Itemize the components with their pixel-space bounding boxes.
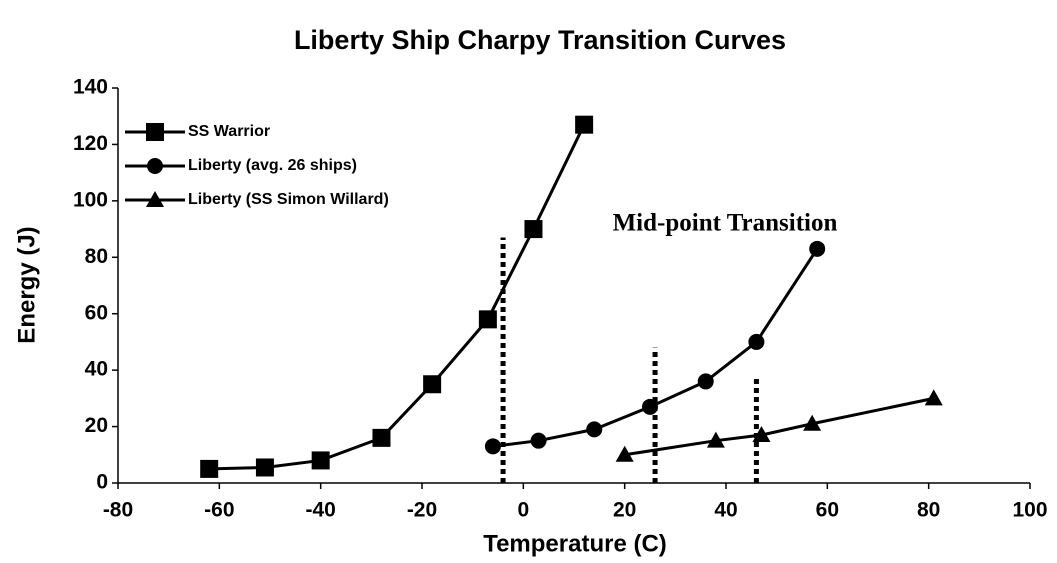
point bbox=[484, 438, 501, 455]
point bbox=[311, 451, 330, 470]
point bbox=[586, 421, 603, 438]
point bbox=[423, 375, 442, 394]
point bbox=[530, 432, 547, 449]
x-tick-label: -40 bbox=[305, 499, 335, 522]
point bbox=[200, 459, 219, 478]
x-tick-label: -80 bbox=[103, 499, 133, 522]
x-axis-label: Temperature (C) bbox=[483, 530, 667, 557]
point bbox=[575, 115, 594, 134]
point bbox=[803, 414, 822, 431]
y-axis-label: Energy (J) bbox=[13, 226, 40, 343]
point bbox=[706, 431, 725, 448]
y-tick-label: 100 bbox=[73, 188, 108, 211]
point bbox=[752, 426, 771, 443]
y-tick-label: 0 bbox=[96, 471, 108, 494]
point bbox=[478, 310, 497, 329]
legend-marker bbox=[146, 191, 164, 207]
point bbox=[748, 333, 765, 350]
y-tick-label: 40 bbox=[85, 358, 108, 381]
point bbox=[642, 398, 658, 415]
point bbox=[697, 373, 714, 390]
x-tick-label: 60 bbox=[816, 499, 839, 522]
x-tick-label: 20 bbox=[613, 499, 636, 522]
x-tick-label: 0 bbox=[517, 499, 529, 522]
legend-label: SS Warrior bbox=[188, 123, 270, 140]
y-tick-label: 60 bbox=[85, 301, 108, 324]
annotation: Mid-point Transition bbox=[613, 210, 838, 237]
series-line bbox=[624, 396, 935, 457]
point bbox=[809, 240, 826, 257]
y-tick-label: 80 bbox=[85, 245, 108, 268]
legend-label: Liberty (avg. 26 ships) bbox=[188, 157, 357, 174]
point bbox=[615, 445, 634, 462]
series-line bbox=[209, 124, 586, 471]
x-tick-label: -60 bbox=[204, 499, 234, 522]
x-tick-label: 100 bbox=[1012, 499, 1047, 522]
point bbox=[524, 220, 543, 239]
x-tick-label: 40 bbox=[714, 499, 737, 522]
y-tick-label: 20 bbox=[85, 414, 108, 437]
legend-label: Liberty (SS Simon Willard) bbox=[188, 191, 389, 208]
point bbox=[372, 428, 391, 447]
chart-title: Liberty Ship Charpy Transition Curves bbox=[294, 25, 786, 55]
y-tick-label: 120 bbox=[73, 132, 108, 155]
x-tick-label: 80 bbox=[917, 499, 940, 522]
legend-marker bbox=[147, 158, 163, 174]
legend-marker bbox=[146, 123, 164, 141]
point bbox=[924, 389, 943, 406]
point bbox=[255, 458, 274, 477]
y-tick-label: 140 bbox=[73, 76, 108, 99]
x-tick-label: -20 bbox=[407, 499, 437, 522]
